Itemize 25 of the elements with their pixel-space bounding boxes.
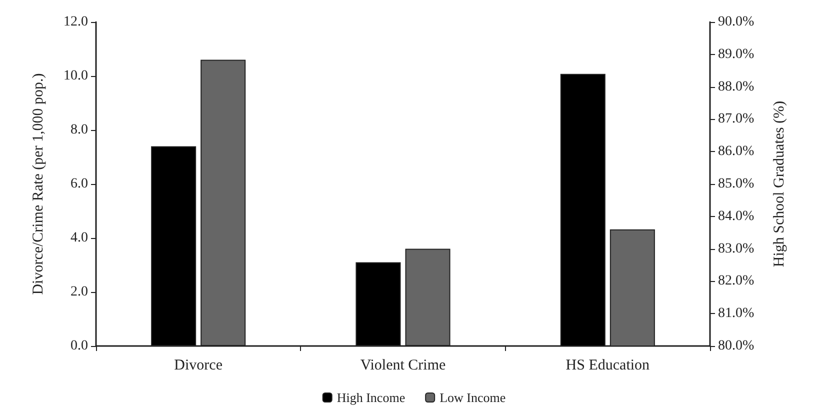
y2-tick-label: 83.0% (718, 241, 754, 256)
y2-tick-label: 82.0% (718, 274, 754, 289)
y-axis-title: Divorce/Crime Rate (per 1,000 pop.) (30, 73, 46, 295)
y-tick-label: 4.0 (70, 230, 88, 246)
y-tick-label: 2.0 (70, 284, 88, 300)
x-tick-label: Divorce (174, 358, 223, 374)
y-tick-label: 8.0 (70, 122, 88, 138)
x-tick-label: HS Education (566, 358, 650, 374)
y2-tick-label: 81.0% (718, 306, 754, 322)
y-tick-label: 12.0 (64, 14, 88, 30)
y-tick-label: 10.0 (64, 68, 88, 84)
y2-tick-label: 90.0% (718, 14, 754, 30)
y-tick-label: 0.0 (70, 338, 88, 354)
y2-tick-label: 89.0% (718, 46, 754, 62)
y2-tick-label: 88.0% (718, 79, 754, 94)
y2-tick-label: 87.0% (718, 112, 754, 127)
y2-tick-label: 84.0% (718, 208, 754, 224)
legend-label: High Income (336, 390, 406, 405)
y2-tick-label: 86.0% (718, 144, 754, 160)
x-tick-label: Violent Crime (360, 358, 446, 374)
y2-axis-title: High School Graduates (%) (772, 100, 788, 268)
y2-tick-label: 85.0% (718, 176, 754, 192)
y-tick-label: 6.0 (70, 176, 88, 192)
legend-label: Low Income (440, 390, 506, 405)
y2-tick-label: 80.0% (718, 338, 754, 354)
